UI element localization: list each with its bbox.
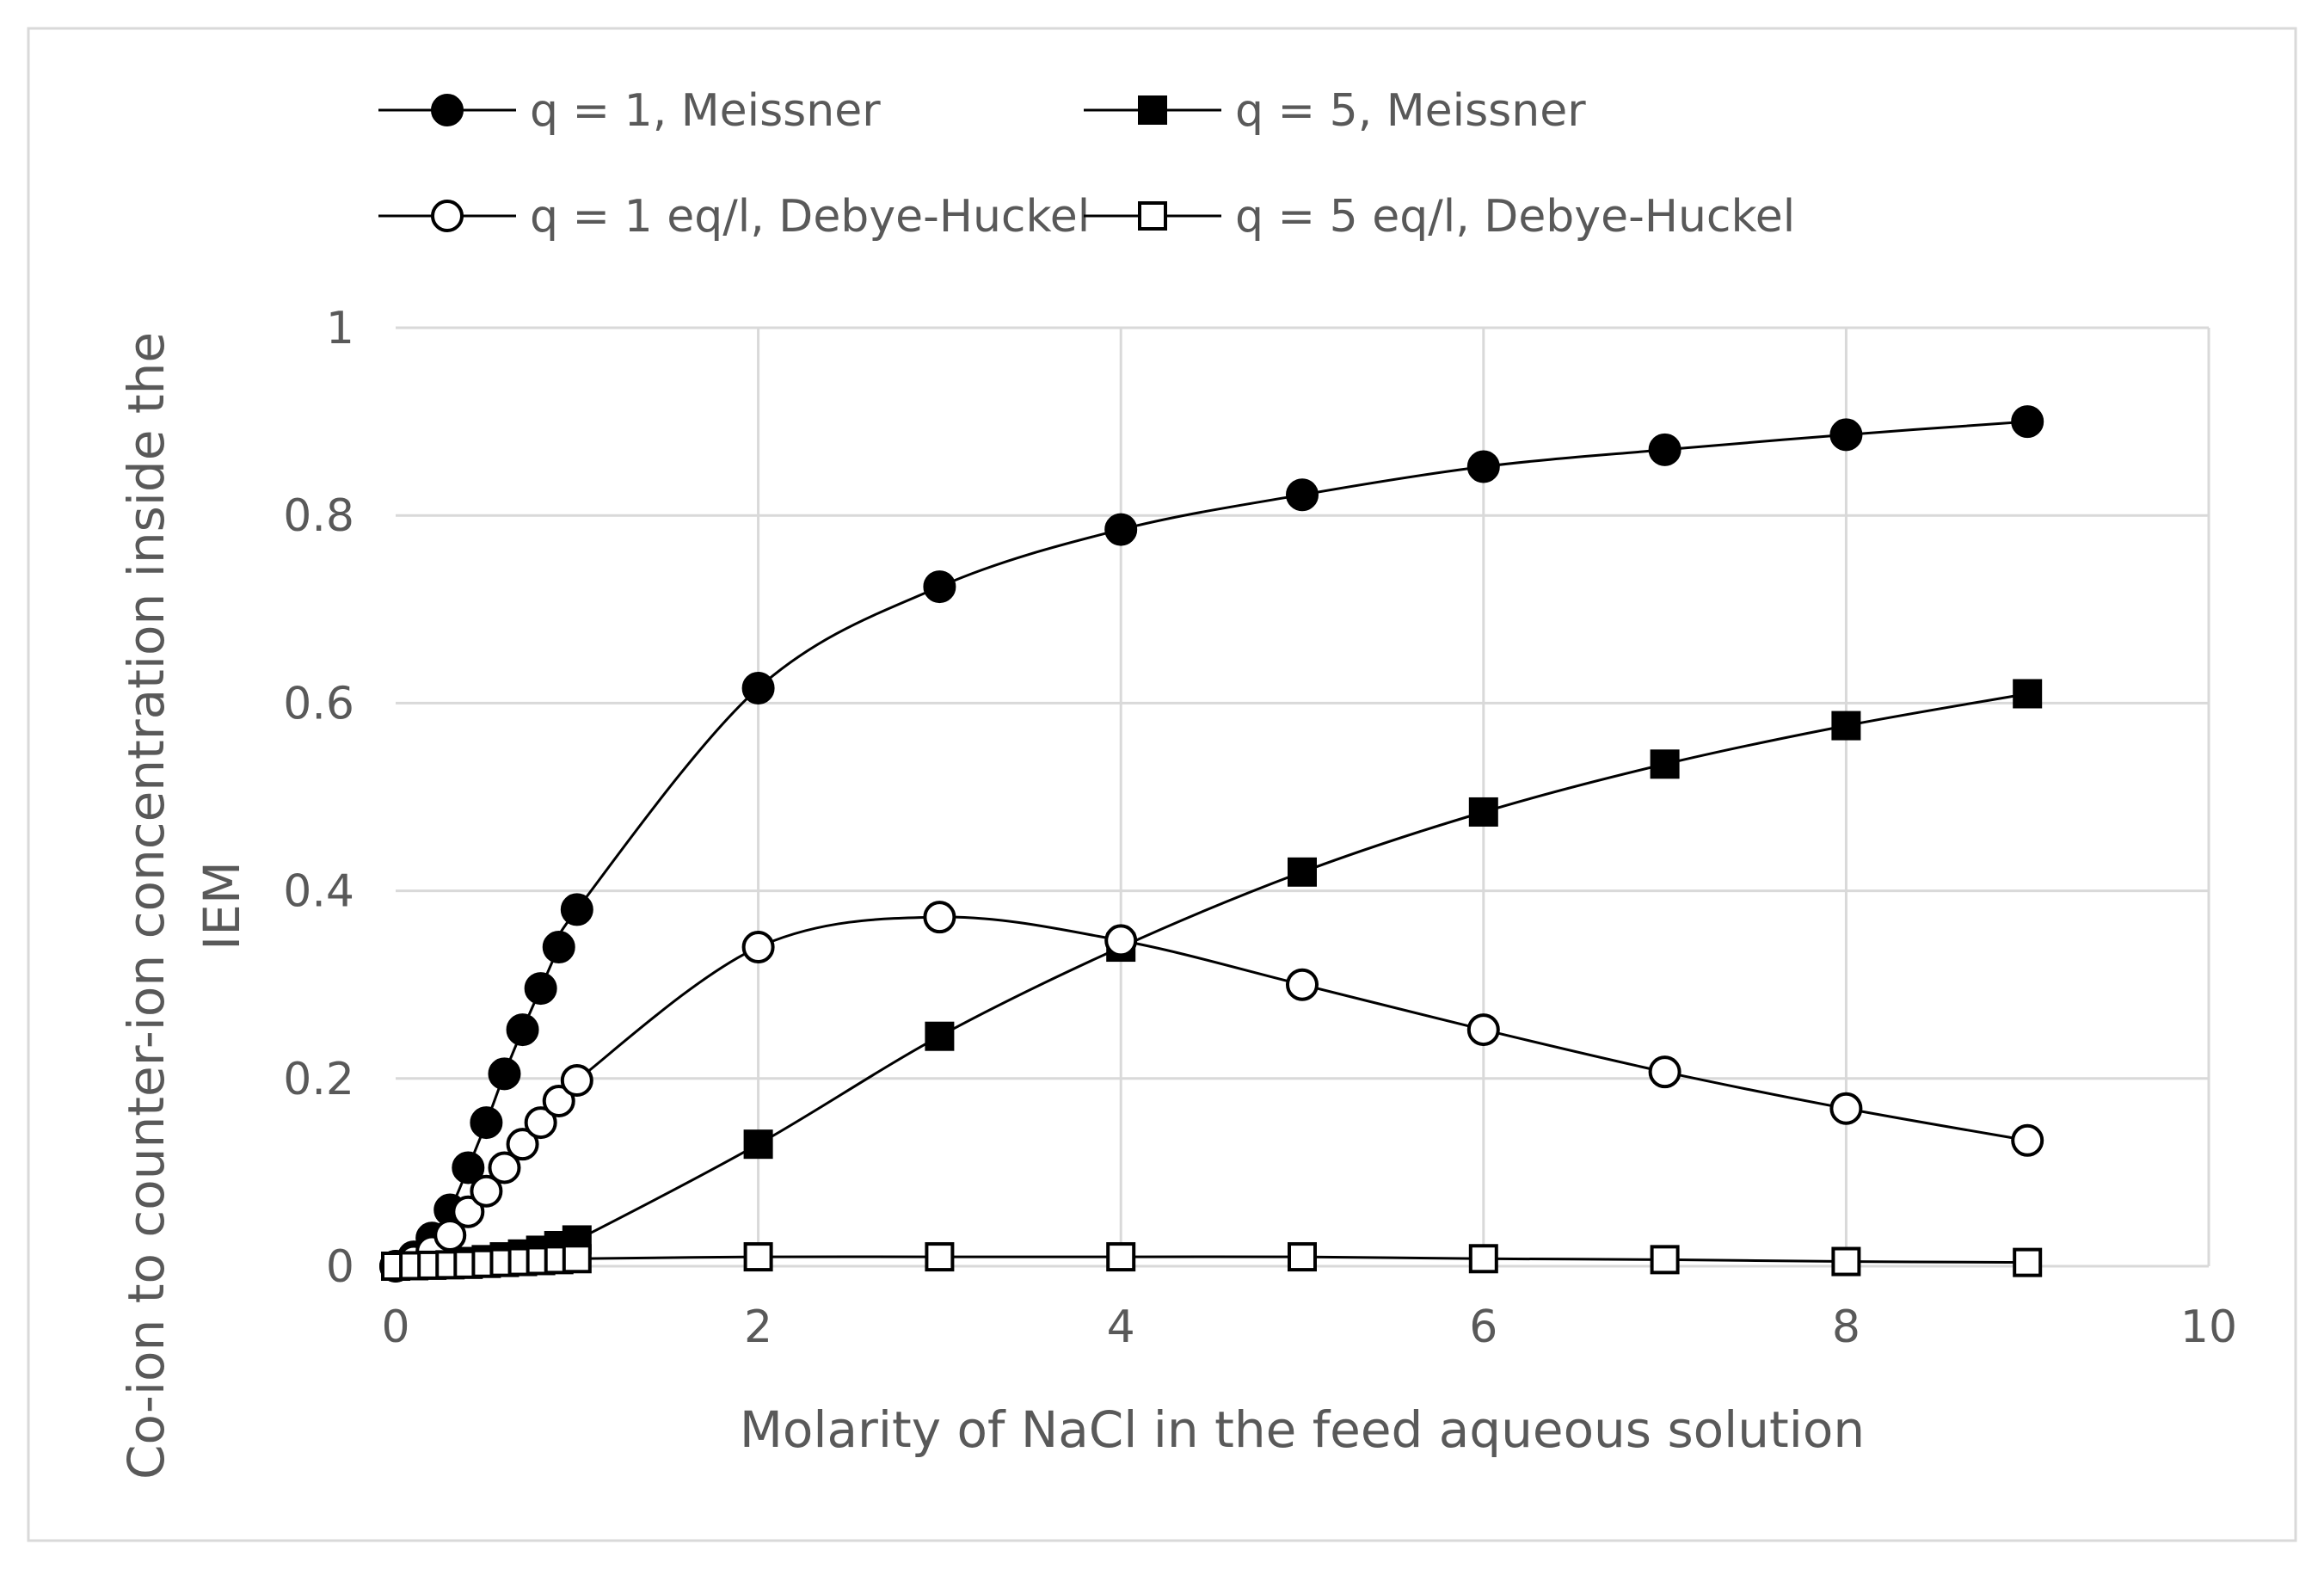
data-point xyxy=(743,1242,773,1272)
data-point xyxy=(923,901,956,934)
legend-marker xyxy=(1138,95,1167,125)
data-point xyxy=(1648,433,1682,466)
legend-label: q = 1, Meissner xyxy=(530,85,881,137)
x-axis-title: Molarity of NaCl in the feed aqueous sol… xyxy=(740,1400,1865,1459)
data-point xyxy=(1648,1055,1682,1089)
data-point xyxy=(1466,1013,1500,1047)
chart-border xyxy=(27,27,2297,1542)
data-point xyxy=(488,1151,521,1184)
data-point xyxy=(1104,924,1138,957)
y-tick-label: 0.2 xyxy=(283,1054,354,1105)
x-tick-label: 8 xyxy=(1832,1301,1860,1353)
data-point xyxy=(1288,1242,1317,1272)
data-point xyxy=(1288,857,1317,887)
data-point xyxy=(1650,1245,1680,1275)
plot-series xyxy=(379,405,2044,1283)
y-tick-label: 0 xyxy=(326,1241,354,1293)
data-point xyxy=(1831,711,1861,741)
data-point xyxy=(2011,405,2044,439)
legend-marker xyxy=(431,94,464,126)
data-point xyxy=(1106,1242,1136,1272)
data-point xyxy=(925,1021,955,1051)
data-point xyxy=(562,1244,592,1274)
data-point xyxy=(1468,797,1498,827)
data-point xyxy=(524,1106,557,1140)
y-tick-label: 1 xyxy=(326,303,354,354)
legend-label: q = 5 eq/l, Debye-Huckel xyxy=(1235,191,1795,243)
series-3 xyxy=(379,901,2044,1283)
data-point xyxy=(524,972,557,1006)
legend-marker xyxy=(1138,201,1167,231)
data-point xyxy=(506,1013,539,1047)
data-point xyxy=(542,931,575,964)
series-4 xyxy=(381,1242,2043,1281)
x-tick-label: 6 xyxy=(1469,1301,1497,1353)
data-point xyxy=(452,1195,485,1228)
legend-item: q = 1 eq/l, Debye-Huckel xyxy=(378,191,1090,243)
x-tick-label: 4 xyxy=(1107,1301,1135,1353)
data-point xyxy=(923,570,956,604)
data-point xyxy=(1831,1246,1861,1277)
y-axis-title: Co-ion to counter-ion concentration insi… xyxy=(117,332,175,1480)
data-point xyxy=(542,1084,575,1117)
data-point xyxy=(560,893,593,926)
legend: q = 1, Meissner q = 5, Meissner q = 1 eq/l… xyxy=(378,85,1795,243)
data-point xyxy=(1466,450,1500,483)
data-point xyxy=(925,1242,955,1272)
x-tick-label: 0 xyxy=(381,1301,409,1353)
data-point xyxy=(1650,749,1680,779)
y-axis-title-continued: IEM xyxy=(193,861,251,951)
gridlines xyxy=(396,326,2210,1268)
x-tick-label: 10 xyxy=(2180,1301,2237,1353)
data-point xyxy=(1468,1244,1498,1274)
y-tick-label: 0.6 xyxy=(283,678,354,729)
legend-label: q = 1 eq/l, Debye-Huckel xyxy=(530,191,1090,243)
data-point xyxy=(741,931,775,964)
data-point xyxy=(470,1174,503,1208)
legend-item: q = 5 eq/l, Debye-Huckel xyxy=(1084,191,1795,243)
y-tick-label: 0.8 xyxy=(283,490,354,542)
legend-item: q = 5, Meissner xyxy=(1084,85,1586,137)
data-point xyxy=(452,1151,485,1184)
data-point xyxy=(1286,478,1319,512)
data-point xyxy=(2013,679,2043,709)
data-point xyxy=(1286,968,1319,1001)
data-point xyxy=(506,1128,539,1161)
y-tick-label: 0.4 xyxy=(283,866,354,918)
data-point xyxy=(488,1057,521,1091)
data-point xyxy=(743,1129,773,1160)
data-point xyxy=(2011,1123,2044,1157)
data-point xyxy=(2013,1247,2043,1277)
data-point xyxy=(1829,1092,1863,1125)
data-point xyxy=(433,1218,467,1252)
x-tick-label: 2 xyxy=(744,1301,772,1353)
data-point xyxy=(1829,418,1863,452)
legend-item: q = 1, Meissner xyxy=(378,85,881,137)
tick-labels: 00.20.40.60.810 2 4 6 8 10 xyxy=(283,303,2237,1353)
data-point xyxy=(470,1106,503,1140)
data-point xyxy=(741,671,775,705)
legend-marker xyxy=(431,200,464,232)
legend-label: q = 5, Meissner xyxy=(1235,85,1586,137)
data-point xyxy=(1104,513,1138,546)
data-point xyxy=(560,1063,593,1097)
